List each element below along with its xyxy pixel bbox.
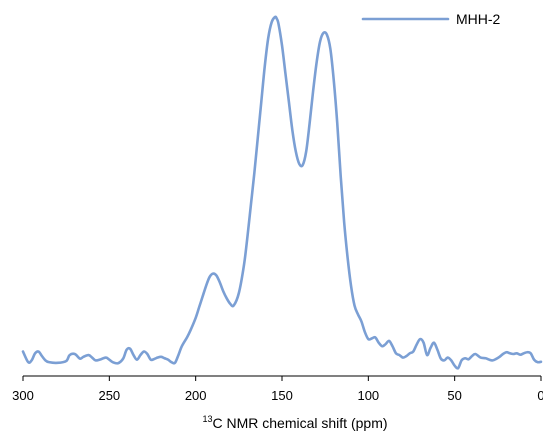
x-axis-title-text: C NMR chemical shift (ppm) [212, 415, 387, 431]
x-tick-label: 50 [447, 388, 461, 403]
series-layer [21, 15, 543, 370]
x-tick-label: 150 [271, 388, 293, 403]
x-tick-label: 250 [98, 388, 120, 403]
x-tick-label: 0 [537, 388, 543, 403]
x-tick-label: 100 [357, 388, 379, 403]
x-axis-title-superscript: 13 [202, 414, 212, 424]
x-tick-label: 300 [12, 388, 34, 403]
legend-label: MHH-2 [456, 11, 501, 27]
x-axis: 300 250 200 150 100 50 0 [12, 375, 543, 403]
x-axis-title: 13C NMR chemical shift (ppm) [202, 414, 387, 431]
legend: MHH-2 [361, 11, 501, 27]
x-tick-label: 200 [185, 388, 207, 403]
series-line-0 [21, 15, 543, 370]
